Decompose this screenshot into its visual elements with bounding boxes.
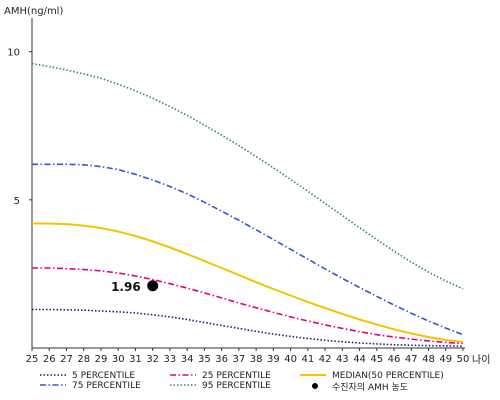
highlight-layer: 1.96 [111,280,159,294]
x-tick-label: 28 [77,354,90,365]
legend-label: 수진자의 AMH 농도 [332,382,408,393]
y-axis-label: AMH(ng/ml) [4,6,63,17]
x-tick-label: 27 [60,354,73,365]
x-tick-label: 50 [457,354,470,365]
series-line-75-percentile [32,163,464,336]
x-tick-label: 37 [233,354,246,365]
x-tick-label: 42 [319,354,332,365]
x-tick-label: 44 [353,354,366,365]
series-line-5-percentile [32,308,464,347]
x-tick-label: 46 [388,354,401,365]
legend-point-marker [312,383,318,389]
x-tick-label: 39 [267,354,280,365]
y-tick-label: 10 [7,48,20,59]
x-tick-label: 29 [95,354,108,365]
x-tick-label: 49 [439,354,452,365]
legend-label: 5 PERCENTILE [72,371,135,381]
x-tick-label: 45 [370,354,383,365]
x-tick-label: 32 [146,354,159,365]
legend-label: 25 PERCENTILE [202,371,271,381]
legend-label: 75 PERCENTILE [72,381,141,391]
series-layer [31,62,464,347]
x-tick-label: 47 [405,354,418,365]
x-tick-label: 48 [422,354,435,365]
x-tick-label: 35 [198,354,211,365]
legend-label: 95 PERCENTILE [202,381,271,391]
y-tick-label: 5 [14,196,20,207]
x-tick-label: 33 [164,354,177,365]
x-tick-label: 43 [336,354,349,365]
legend-label: MEDIAN(50 PERCENTILE) [332,371,444,381]
series-line-25-percentile [32,267,464,345]
x-tick-label: 26 [43,354,56,365]
series-line-95-percentile [31,62,464,290]
x-tick-label: 34 [181,354,194,365]
x-axis-label: 나이 [472,354,490,366]
x-tick-label: 30 [112,354,125,365]
x-tick-label: 36 [215,354,228,365]
patient-amh-point [147,280,159,292]
x-tick-label: 25 [26,354,39,365]
x-tick-label: 38 [250,354,263,365]
x-tick-label: 40 [284,354,297,365]
x-tick-label: 31 [129,354,142,365]
x-tick-label: 41 [301,354,314,365]
patient-amh-value-label: 1.96 [111,280,141,294]
legend: 5 PERCENTILE 25 PERCENTILE MEDIAN(50 PERCE… [40,371,444,393]
axes: 25 26 27 28 29 30 31 32 33 34 35 36 37 38 39 40 41 42 43 44… [7,18,469,365]
series-line-median-50-percentile [32,222,464,344]
